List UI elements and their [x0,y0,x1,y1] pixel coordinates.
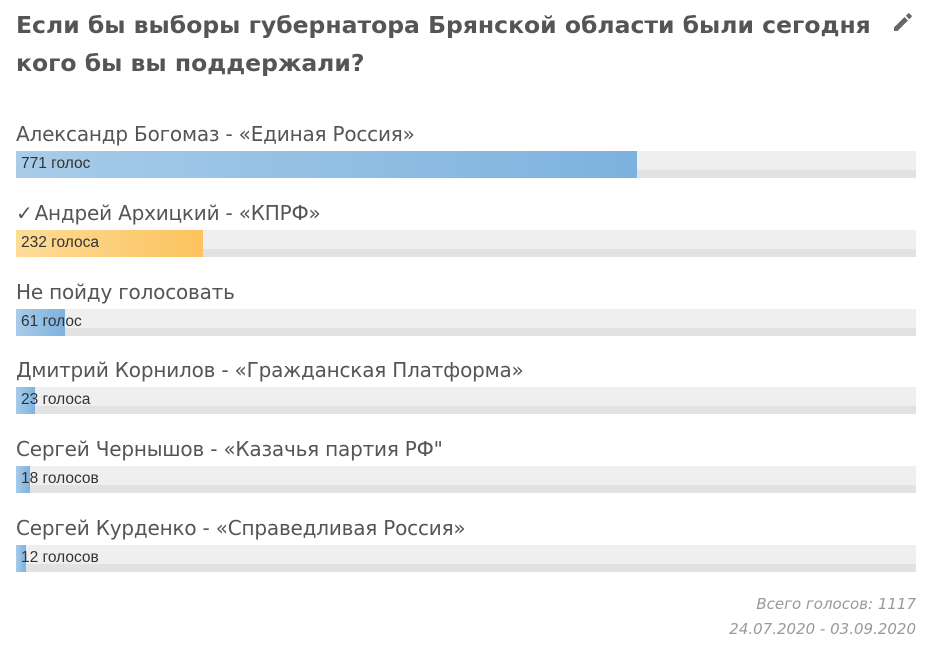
vote-count: 61 голос [21,313,82,330]
vote-count: 23 голоса [21,391,91,408]
vote-count: 232 голоса [21,234,99,251]
vote-bar-fill [16,230,203,257]
poll-dates: 24.07.2020 - 03.09.2020 [729,620,916,638]
vote-bar-fill [16,151,637,178]
vote-bar: 12 голосов [16,545,916,572]
poll-answer: Александр Богомаз - «Единая Россия» 771 … [16,120,916,182]
vote-bar-fill [16,466,30,493]
vote-bar: 23 голоса [16,387,916,414]
answer-label: Сергей Чернышов - «Казачья партия РФ" [16,437,443,461]
answer-label: Дмитрий Корнилов - «Гражданская Платформ… [16,358,524,382]
vote-bar: 18 голосов [16,466,916,493]
total-votes: Всего голосов: 1117 [756,595,916,613]
poll-answer: Дмитрий Корнилов - «Гражданская Платформ… [16,356,916,418]
vote-bar-fill [16,309,65,336]
vote-count: 18 голосов [21,470,99,487]
poll-title: Если бы выборы губернатора Брянской обла… [16,11,871,77]
poll-answer: Сергей Чернышов - «Казачья партия РФ" 18… [16,435,916,497]
vote-bar: 232 голоса [16,230,916,257]
vote-count: 771 голос [21,155,91,172]
answer-label: Александр Богомаз - «Единая Россия» [16,122,415,146]
checkmark-icon: ✓ [16,201,33,225]
answer-label: Не пойду голосовать [16,280,235,304]
vote-count: 12 голосов [21,549,99,566]
poll-answer-selected: ✓ Андрей Архицкий - «КПРФ» 232 голоса [16,199,916,261]
answer-label: Сергей Курденко - «Справедливая Россия» [16,516,466,540]
poll-answer: Не пойду голосовать 61 голос [16,278,916,340]
vote-bar-fill [16,545,26,572]
answer-label: ✓ Андрей Архицкий - «КПРФ» [16,201,321,225]
pencil-icon[interactable] [889,8,917,36]
poll-answer: Сергей Курденко - «Справедливая Россия» … [16,514,916,576]
vote-bar: 771 голос [16,151,916,178]
vote-bar-fill [16,387,35,414]
vote-bar: 61 голос [16,309,916,336]
